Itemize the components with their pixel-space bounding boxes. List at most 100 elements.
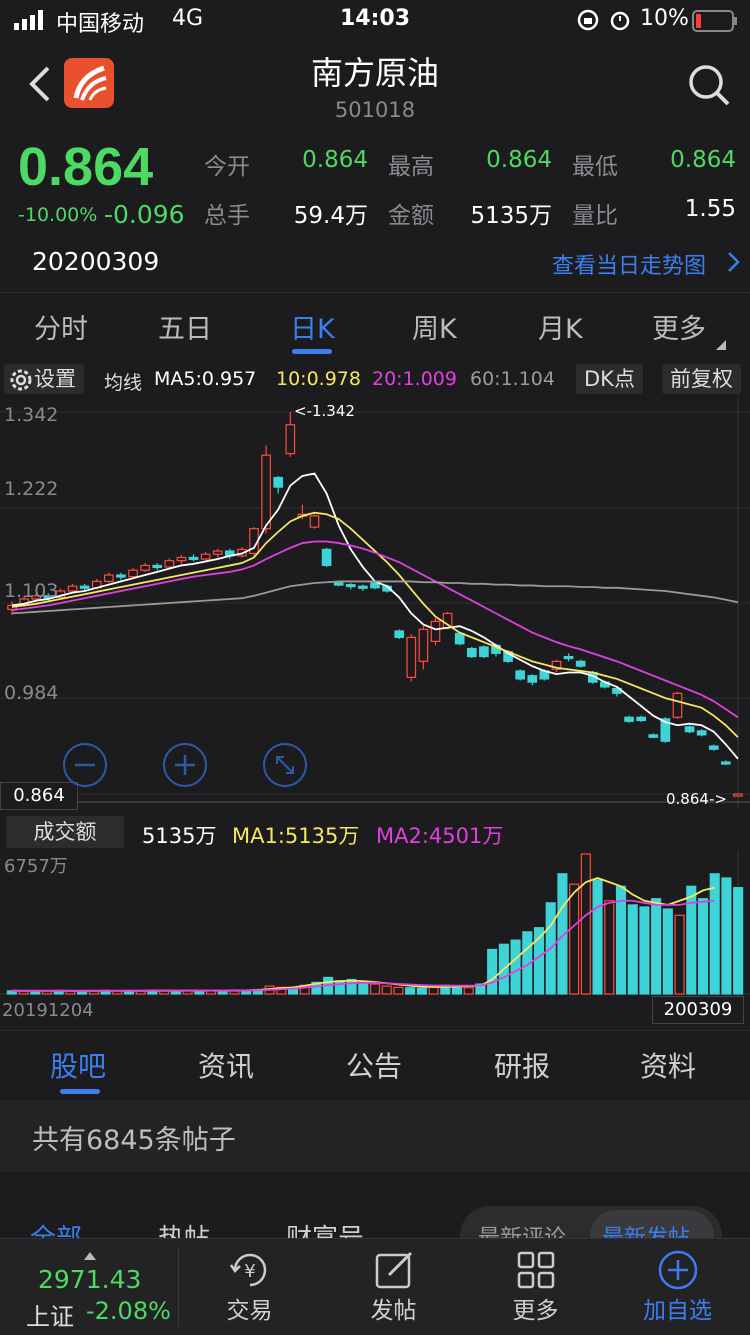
- ma-line-2: [11, 540, 739, 719]
- stat-label-open: 今开: [204, 154, 250, 180]
- tab-five-day[interactable]: 五日: [158, 314, 212, 345]
- candle-body-12: [152, 564, 163, 569]
- tab-forum[interactable]: 股吧: [50, 1050, 107, 1083]
- candle-body-35: [430, 620, 441, 642]
- index-value[interactable]: 2971.43: [38, 1265, 142, 1294]
- candle-body-27: [333, 582, 344, 586]
- volume-label-chip: 成交额: [6, 816, 124, 848]
- sort-toggle: 最新评论 最新发帖: [460, 1206, 722, 1240]
- y-tick-4: 0.984: [4, 682, 59, 704]
- filter-wealth[interactable]: 财富号: [286, 1224, 365, 1240]
- carrier-label: 中国移动: [56, 12, 145, 37]
- filter-hot[interactable]: 热帖: [158, 1224, 211, 1240]
- nav-post[interactable]: 发帖: [336, 1239, 451, 1335]
- candle-body-17: [212, 550, 223, 555]
- volume-bar-61: [721, 877, 732, 995]
- volume-end-date: 200309: [652, 996, 744, 1024]
- moving-average-bar: 设置 均线 MA5:0.957 10:0.978 20:1.009 60:1.1…: [0, 362, 750, 398]
- candle-body-42: [515, 670, 526, 680]
- search-icon[interactable]: [686, 62, 732, 112]
- yen-refresh-icon: ¥: [229, 1253, 266, 1287]
- tab-profile[interactable]: 资料: [640, 1050, 697, 1083]
- alarm-icon: [608, 8, 632, 38]
- tab-monthly-k[interactable]: 月K: [538, 314, 583, 345]
- nav-divider: [178, 1247, 179, 1327]
- signal-icon: [14, 10, 48, 36]
- tab-more[interactable]: 更多: [652, 314, 706, 345]
- post-count-bar: 共有6845条帖子: [0, 1100, 750, 1172]
- tab-news[interactable]: 资讯: [198, 1050, 255, 1083]
- ma10-value: 10:0.978: [276, 368, 361, 390]
- kline-svg: [0, 398, 750, 808]
- tab-daily-k[interactable]: 日K: [290, 314, 335, 345]
- status-bar: 中国移动 4G 14:03 10%: [0, 0, 750, 40]
- fullscreen-icon[interactable]: [262, 742, 308, 792]
- volume-start-date: 20191204: [2, 1000, 94, 1021]
- candle-body-13: [164, 560, 175, 568]
- volume-max-tick: 6757万: [4, 856, 68, 877]
- candle-body-34: [418, 628, 429, 662]
- sort-latest-post[interactable]: 最新发帖: [590, 1210, 714, 1240]
- volume-bar-62: [733, 887, 744, 995]
- candle-body-43: [527, 675, 538, 683]
- price-adjust-button[interactable]: 前复权: [662, 364, 741, 394]
- grid-icon: [517, 1251, 554, 1289]
- stat-label-amount: 金额: [388, 203, 434, 229]
- dk-point-button[interactable]: DK点: [576, 364, 643, 394]
- tab-weekly-k[interactable]: 周K: [412, 314, 457, 345]
- zoom-in-icon[interactable]: [162, 742, 208, 792]
- post-filter-row: 全部 热帖 财富号 最新评论 最新发帖: [0, 1190, 750, 1240]
- ma-line-3: [11, 580, 739, 615]
- chevron-right-icon: [726, 251, 740, 277]
- page-title-block: 南方原油 501018: [0, 48, 750, 122]
- candle-body-25: [309, 515, 320, 528]
- volume-bar-33: [393, 986, 404, 995]
- candle-body-38: [466, 647, 477, 658]
- volume-bar-48: [569, 883, 580, 995]
- active-subtab-indicator: [60, 1089, 100, 1094]
- volume-bar-40: [475, 983, 486, 995]
- nav-trade[interactable]: ¥ 交易: [192, 1239, 307, 1335]
- post-count-text: 共有6845条帖子: [32, 1125, 236, 1156]
- intraday-chart-link[interactable]: 查看当日走势图: [552, 254, 707, 279]
- candle-body-60: [733, 793, 743, 797]
- stat-value-volume: 59.4万: [293, 203, 368, 229]
- volume-chart[interactable]: 成交额 5135万 MA1:5135万 MA2:4501万 6757万 2019…: [0, 812, 750, 1026]
- volume-bar-49: [580, 853, 591, 995]
- kline-chart[interactable]: 1.342 1.222 1.103 0.984 <-1.342 0.864 0.…: [0, 398, 750, 810]
- y-tick-1: 1.342: [4, 404, 59, 426]
- page-title: 南方原油: [310, 54, 439, 92]
- volume-bar-35: [416, 987, 427, 995]
- volume-bar-54: [639, 906, 650, 995]
- settings-button[interactable]: 设置: [4, 364, 84, 394]
- candle-body-33: [406, 636, 417, 678]
- volume-svg: [0, 852, 750, 1002]
- candle-body-21: [261, 454, 271, 530]
- tab-announcements[interactable]: 公告: [346, 1050, 403, 1083]
- active-tab-indicator: [292, 349, 332, 354]
- nav-add-watchlist[interactable]: 加自选: [620, 1239, 735, 1335]
- tab-intraday[interactable]: 分时: [34, 314, 88, 345]
- back-button[interactable]: [26, 64, 52, 108]
- volume-bar-56: [662, 908, 673, 995]
- volume-ma-line-1: [11, 899, 715, 992]
- low-marker: 0.864->: [666, 790, 727, 808]
- candle-body-53: [648, 734, 659, 738]
- zoom-out-icon[interactable]: [62, 742, 108, 792]
- candle-body-57: [696, 730, 707, 736]
- sort-latest-comment[interactable]: 最新评论: [478, 1226, 567, 1240]
- candle-body-9: [116, 574, 126, 578]
- candle-body-26: [321, 548, 332, 567]
- nav-more[interactable]: 更多: [478, 1239, 593, 1335]
- ma5-value: MA5:0.957: [154, 368, 257, 390]
- ma-label: 均线: [104, 372, 143, 394]
- volume-value: 5135万: [142, 824, 217, 848]
- candle-body-16: [200, 553, 211, 560]
- candle-body-55: [672, 692, 683, 718]
- tab-research[interactable]: 研报: [494, 1050, 551, 1083]
- stat-value-ratio: 1.55: [684, 196, 736, 222]
- stat-label-volume: 总手: [204, 203, 250, 229]
- volume-bar-58: [686, 885, 697, 995]
- stat-value-low: 0.864: [670, 147, 736, 173]
- filter-all[interactable]: 全部: [30, 1224, 83, 1240]
